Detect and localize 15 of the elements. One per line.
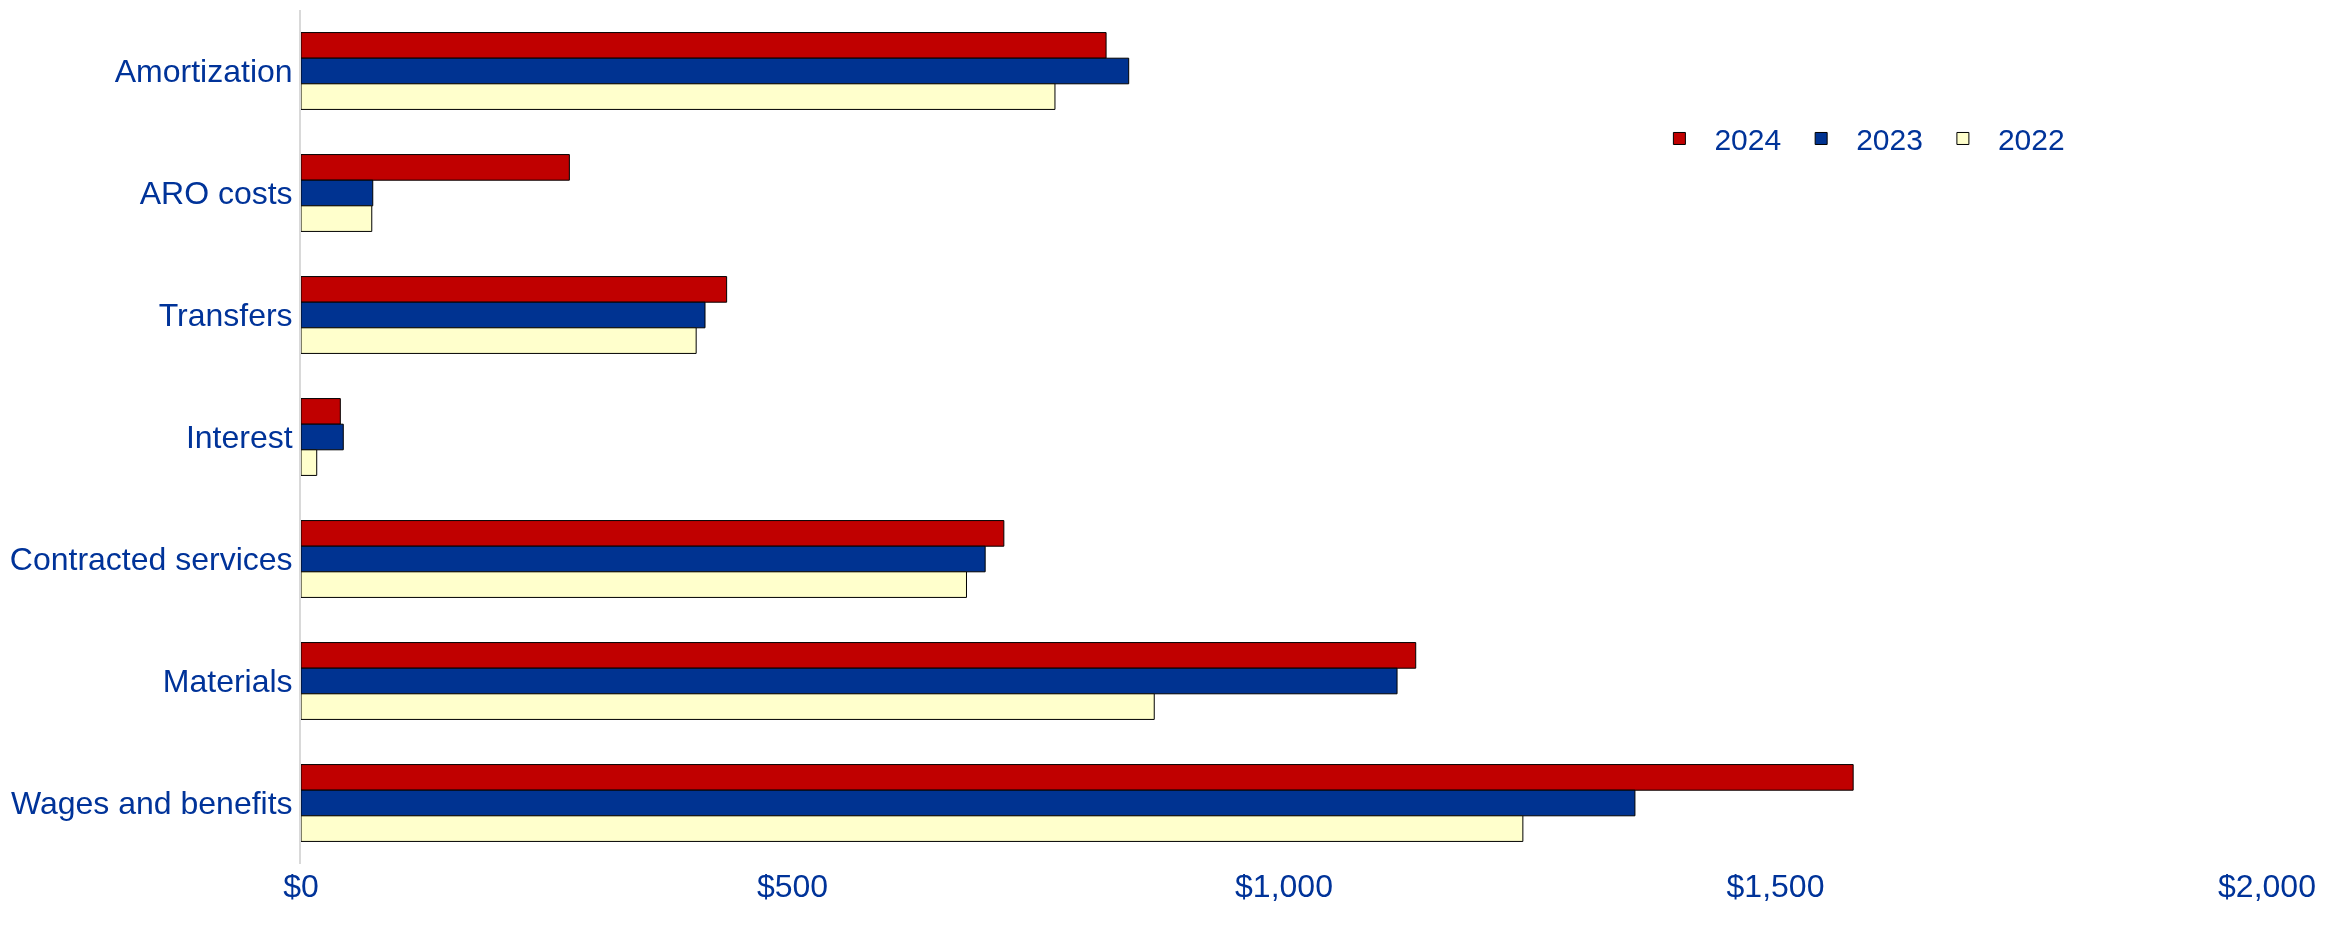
y-tick-label: Materials [162,663,293,700]
x-tick-label: $500 [756,868,829,904]
x-tick-label: $1,000 [1235,868,1333,904]
x-tick-label: $2,000 [2218,868,2316,904]
x-tick-label: $0 [283,868,319,904]
y-tick-label: Interest [185,419,293,456]
y-tick-label: Wages and benefits [10,785,293,822]
y-tick-label: Contracted services [9,541,293,578]
y-tick-label: Transfers [158,297,293,334]
legend-label: 2023 [1856,123,1923,157]
y-tick-label: Amortization [114,53,293,90]
x-tick-label: $1,500 [1726,868,1825,904]
legend-label: 2024 [1714,123,1782,157]
legend-label: 2022 [1997,123,2065,157]
y-tick-label: ARO costs [139,175,293,212]
